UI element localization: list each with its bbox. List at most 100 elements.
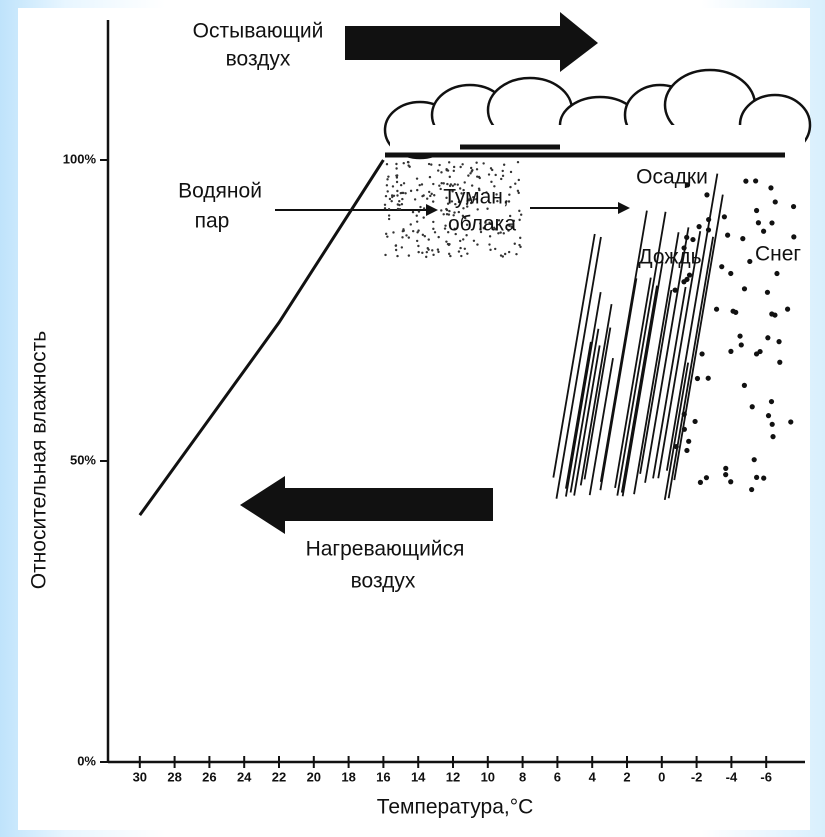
fog-dot (445, 207, 448, 211)
fog-dot (445, 213, 449, 216)
snow-flake (769, 220, 775, 226)
rain-streak (616, 211, 667, 496)
fog-dot (388, 197, 392, 201)
fog-dot (494, 173, 497, 177)
snow-flake (686, 438, 692, 444)
fog-dot (496, 199, 499, 203)
fog-dot (515, 252, 518, 256)
annotation: облака (448, 213, 516, 236)
fog-dot (387, 217, 391, 221)
fog-dot (427, 238, 430, 241)
snow-flake (723, 465, 729, 471)
fog-dot (452, 165, 456, 169)
arrow-head (426, 204, 438, 216)
x-tick-label: -4 (726, 769, 738, 784)
fog-dot (411, 210, 415, 214)
fog-dot (399, 191, 402, 195)
fog-dot (494, 247, 497, 251)
fog-dot (482, 226, 486, 230)
snow-flake (761, 475, 767, 481)
fog-dot (460, 192, 463, 195)
rain-streak (652, 286, 687, 479)
fog-dot (503, 252, 507, 256)
fog-dot (386, 178, 389, 181)
fog-dot (519, 213, 523, 216)
fog-dot (466, 205, 469, 208)
fog-dot (395, 176, 399, 179)
fog-dot (417, 250, 420, 254)
y-axis-label: Относительная влажность (28, 331, 51, 590)
fog-dot (425, 255, 428, 259)
fog-dot (479, 222, 482, 225)
fog-dot (449, 254, 452, 258)
fog-dot (432, 253, 435, 257)
x-tick-label: -6 (760, 769, 772, 784)
fog-dot (395, 174, 398, 177)
snow-flake (741, 286, 748, 292)
snow-flake (721, 214, 727, 220)
fog-dot (509, 170, 513, 174)
fog-dot (395, 162, 398, 166)
fog-dot (488, 221, 491, 225)
fog-dot (394, 244, 398, 247)
fog-dot (428, 175, 432, 179)
fog-dot (469, 172, 472, 175)
snow-flake (784, 306, 791, 312)
fog-dot (384, 232, 388, 236)
fog-dot (439, 187, 442, 191)
fog-dot (413, 198, 417, 201)
fog-dot (488, 235, 492, 238)
snow-flake (754, 474, 760, 480)
arrow-head (618, 202, 630, 214)
fog-dot (456, 183, 459, 186)
fog-dot (508, 193, 511, 196)
clouds (383, 68, 812, 160)
fog-dot (426, 197, 429, 200)
fog-dot (510, 226, 514, 229)
rain-streak (555, 236, 602, 499)
rain-streak (644, 227, 690, 483)
fog-dot (457, 250, 461, 253)
annotation: Водяной (178, 180, 262, 203)
snow-flake (728, 270, 734, 277)
fog-dot (445, 240, 448, 243)
fog-dot (457, 200, 461, 204)
fog-dot (421, 251, 424, 255)
fog-dot (428, 190, 431, 194)
fog-dot (392, 194, 396, 197)
fog-dot (448, 184, 452, 188)
fog-dot (450, 200, 454, 203)
x-tick-label: 4 (589, 769, 597, 784)
rain-streak (565, 291, 602, 497)
rain-streak (639, 289, 673, 474)
fog-dot (422, 194, 425, 197)
fog-dot (383, 207, 387, 210)
snow-flake (681, 411, 687, 417)
rain-streak (665, 173, 719, 471)
fog-dot (399, 183, 403, 187)
fog-dot (401, 236, 404, 239)
fog-dot (384, 253, 387, 257)
fog-dot (476, 175, 479, 178)
annotation: Осадки (636, 166, 708, 189)
fog-dot (461, 163, 464, 166)
fog-dot (423, 235, 427, 238)
snow-flake (730, 308, 736, 314)
fog-dot (482, 162, 485, 165)
snow-flake (761, 228, 767, 234)
fog-dot (507, 250, 511, 254)
rain-streak (663, 362, 690, 500)
rain-streak (579, 304, 613, 486)
fog-dot (491, 168, 494, 172)
fog-dot (507, 200, 511, 203)
fog-dot (415, 177, 419, 180)
fog-dot (432, 182, 435, 186)
fog-dot (402, 228, 405, 231)
y-tick-label: 100% (63, 151, 97, 166)
fog-dot (453, 211, 456, 214)
weather-decor (383, 160, 797, 500)
fog-dot (448, 175, 451, 179)
annotation: пар (195, 210, 230, 233)
snow-flake (768, 398, 775, 405)
fog-dot (398, 207, 402, 211)
